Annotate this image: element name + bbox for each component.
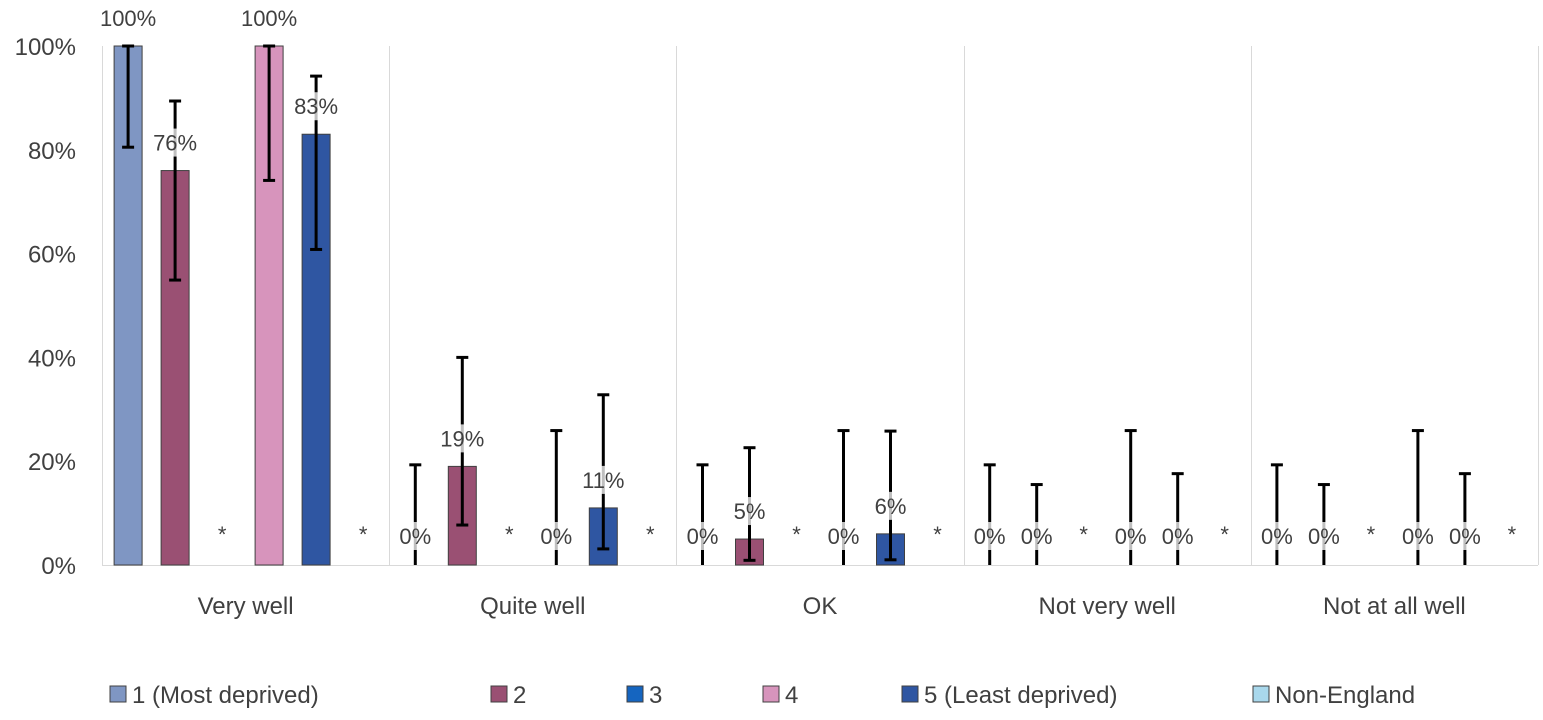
data-label-suppressed: * — [1079, 522, 1088, 547]
bars — [113, 45, 905, 566]
data-label-background — [874, 491, 907, 520]
x-tick-label: Very well — [198, 593, 294, 620]
data-label-background — [1401, 522, 1434, 550]
data-label-suppressed: * — [933, 522, 942, 547]
data-label-background — [1114, 522, 1147, 550]
data-label-background — [1161, 522, 1194, 550]
category-separators — [102, 46, 1539, 565]
data-label: 83% — [294, 94, 338, 119]
legend-label-1-most-deprived: 1 (Most deprived) — [132, 682, 319, 709]
data-label-background — [827, 522, 860, 550]
y-axis: 0% 20% 40% 60% 80% 100% — [15, 34, 1538, 580]
legend-label-2: 2 — [513, 682, 526, 709]
data-label: 0% — [1115, 524, 1147, 549]
data-label: 0% — [399, 524, 431, 549]
legend-label-5-least-deprived: 5 (Least deprived) — [924, 682, 1117, 709]
data-label-background — [1448, 522, 1481, 550]
data-label: 5% — [734, 499, 766, 524]
x-tick-label: OK — [803, 593, 838, 620]
legend-swatch-3 — [626, 685, 644, 703]
data-label-background — [686, 522, 719, 550]
data-label: 0% — [1449, 524, 1481, 549]
legend-label-non-england: Non-England — [1275, 682, 1415, 709]
data-label-suppressed: * — [792, 522, 801, 547]
data-label: 100% — [241, 6, 297, 31]
y-tick-label: 40% — [28, 345, 76, 372]
data-label-suppressed: * — [646, 522, 655, 547]
legend: 1 (Most deprived) 2 3 4 5 (Least deprived) No… — [109, 682, 1415, 709]
data-label-suppressed: * — [1508, 522, 1517, 547]
data-label-suppressed: * — [1367, 522, 1376, 547]
y-tick-label: 0% — [41, 553, 76, 580]
y-tick-label: 80% — [28, 138, 76, 165]
data-label: 0% — [687, 524, 719, 549]
x-tick-label: Quite well — [480, 593, 585, 620]
legend-label-4: 4 — [785, 682, 798, 709]
data-label: 100% — [100, 6, 156, 31]
legend-swatch-2 — [490, 685, 508, 703]
data-label: 6% — [875, 494, 907, 519]
data-label-background — [973, 522, 1006, 550]
data-label-background — [1307, 522, 1340, 550]
data-label-suppressed: * — [359, 522, 368, 547]
legend-swatch-4 — [762, 685, 780, 703]
y-tick-label: 20% — [28, 449, 76, 476]
data-label-suppressed: * — [1220, 522, 1229, 547]
x-tick-label: Not very well — [1039, 593, 1176, 620]
data-label-background — [439, 424, 485, 453]
x-axis: Very well Quite well OK Not very well Not at… — [198, 593, 1466, 620]
data-labels: 100% 0% 0% 0% 0% 76% 19% 5% 0% 0% * * * * * 100% 0% 0% 0% 0… — [100, 6, 1517, 550]
data-label-suppressed: * — [505, 522, 514, 547]
data-label: 76% — [153, 131, 197, 156]
legend-swatch-non-england — [1252, 685, 1270, 703]
data-label-suppressed: * — [218, 522, 227, 547]
data-label: 0% — [828, 524, 860, 549]
legend-swatch-5-least-deprived — [901, 685, 919, 703]
data-label: 0% — [1261, 524, 1293, 549]
data-label: 11% — [582, 468, 624, 493]
data-label: 0% — [1021, 524, 1053, 549]
data-label-background — [1020, 522, 1053, 550]
data-label: 0% — [1308, 524, 1340, 549]
x-tick-label: Not at all well — [1323, 593, 1466, 620]
data-label-background — [152, 128, 198, 157]
data-label-background — [580, 465, 626, 494]
legend-label-3: 3 — [649, 682, 662, 709]
data-label-background — [399, 522, 432, 550]
data-label-background — [733, 497, 766, 526]
legend-swatch-1-most-deprived — [109, 685, 127, 703]
data-label-background — [293, 92, 339, 121]
data-label: 0% — [974, 524, 1006, 549]
data-label-background — [1260, 522, 1293, 550]
y-tick-label: 60% — [28, 242, 76, 269]
data-label-background — [540, 522, 573, 550]
data-label: 0% — [540, 524, 572, 549]
y-tick-label: 100% — [15, 34, 76, 61]
data-label: 0% — [1162, 524, 1194, 549]
data-label: 0% — [1402, 524, 1434, 549]
data-label: 19% — [440, 426, 484, 451]
